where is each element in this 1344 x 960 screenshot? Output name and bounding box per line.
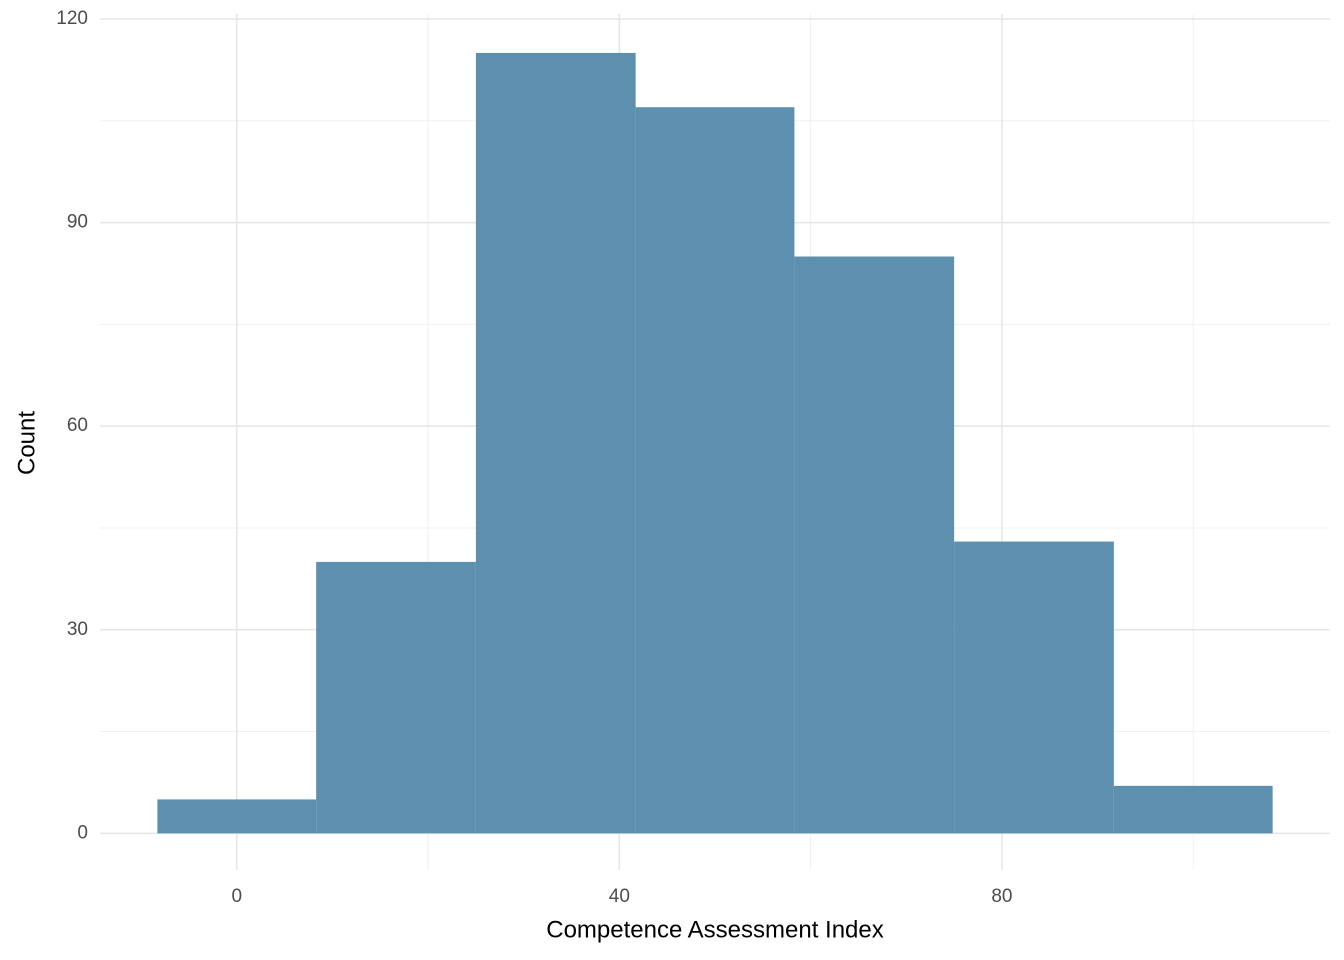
bar (954, 541, 1114, 834)
x-tick-label: 40 (609, 886, 630, 907)
x-axis-title: Competence Assessment Index (546, 916, 884, 943)
x-tick-label: 0 (231, 886, 242, 907)
x-tick-label: 80 (991, 886, 1012, 907)
y-tick-label: 90 (67, 212, 88, 233)
bar (1113, 785, 1273, 834)
bar (316, 561, 476, 834)
y-axis-title: Count (13, 411, 40, 475)
y-tick-label: 30 (67, 619, 88, 640)
y-tick-label: 0 (77, 822, 88, 843)
y-tick-label: 60 (67, 415, 88, 436)
bar (157, 799, 317, 834)
bar (794, 256, 955, 834)
y-tick-label: 120 (56, 8, 88, 29)
bar (635, 107, 795, 834)
bar (475, 52, 636, 834)
